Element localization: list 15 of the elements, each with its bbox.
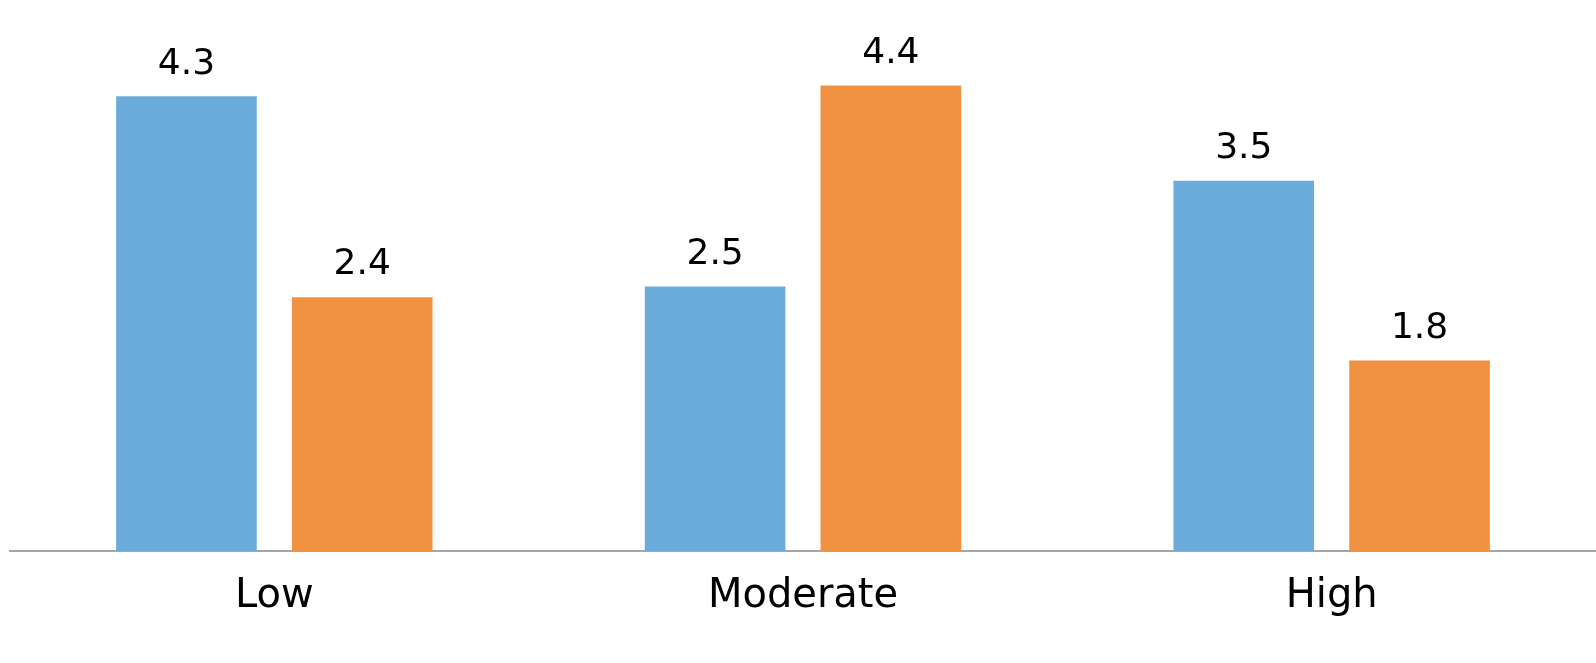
bar	[820, 85, 962, 551]
data-label: 4.3	[157, 40, 216, 82]
data-label: 2.5	[686, 230, 744, 272]
data-label: 2.4	[333, 241, 391, 283]
bar	[1349, 360, 1490, 551]
data-label: 3.5	[1215, 125, 1273, 167]
data-label: 1.8	[1390, 304, 1449, 346]
bar	[644, 286, 786, 551]
bar	[291, 297, 433, 551]
x-tick-label: Moderate	[707, 570, 899, 617]
data-label: 4.4	[862, 29, 920, 71]
x-tick-label: Low	[234, 570, 314, 617]
bar	[116, 96, 257, 551]
x-tick-label: High	[1285, 570, 1378, 617]
bar	[1173, 180, 1315, 551]
